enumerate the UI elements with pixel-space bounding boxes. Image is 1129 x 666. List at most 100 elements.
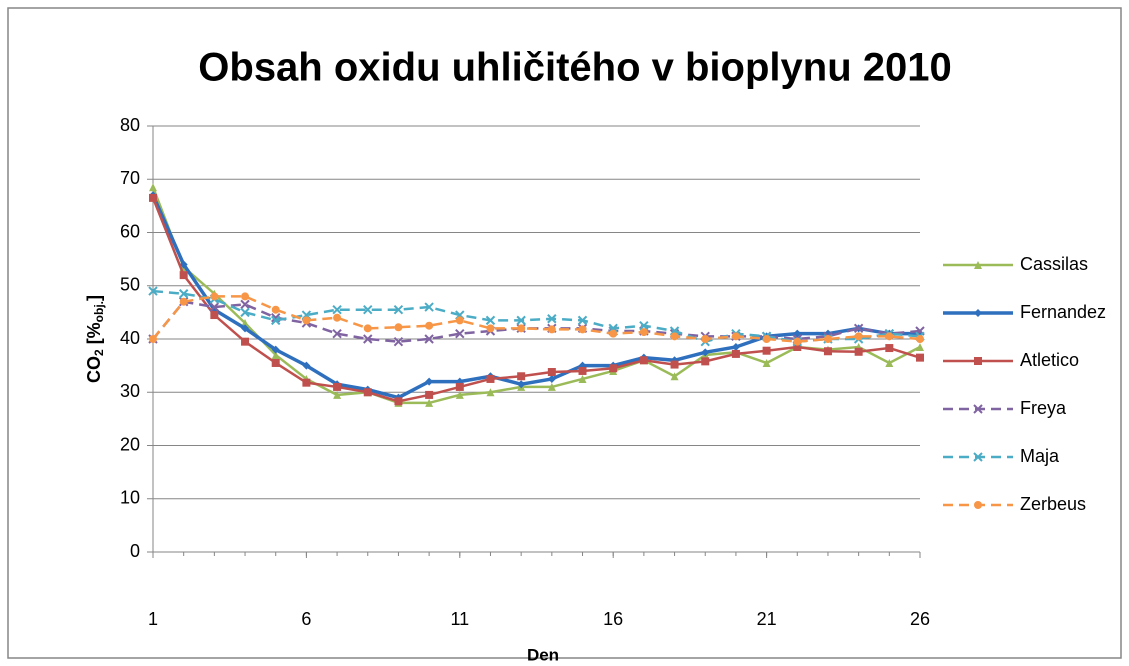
point (916, 335, 924, 343)
point (885, 358, 894, 367)
point (609, 329, 618, 338)
point (485, 315, 496, 326)
y-tick-label: 0 (130, 541, 140, 561)
point (885, 332, 894, 341)
series-line (151, 197, 921, 403)
point (455, 316, 464, 325)
point (333, 313, 342, 322)
point (578, 325, 587, 334)
y-label-sub: 2 (92, 349, 106, 356)
point (578, 374, 587, 383)
series-line (151, 186, 921, 405)
point (394, 323, 403, 332)
point (793, 337, 802, 346)
point (271, 345, 280, 354)
legend-marker (974, 309, 982, 317)
x-axis-label: Den (527, 645, 559, 664)
point (455, 328, 465, 339)
point (241, 292, 250, 301)
x-tick-label: 1 (148, 609, 158, 629)
legend-marker (974, 501, 982, 509)
y-tick-label: 20 (120, 434, 140, 454)
point (271, 350, 280, 359)
point (240, 299, 250, 310)
point (486, 374, 495, 383)
point (547, 374, 556, 383)
point (670, 360, 679, 369)
y-tick-label: 10 (120, 488, 140, 508)
series-line (152, 289, 921, 343)
point (609, 364, 618, 373)
point (578, 366, 587, 375)
point (363, 334, 373, 344)
point (731, 349, 740, 358)
point (547, 325, 556, 334)
point (517, 372, 526, 381)
point (854, 347, 863, 356)
y-label-part: ] (84, 295, 104, 301)
x-tick-label: 16 (603, 609, 623, 629)
y-tick-label: 80 (120, 115, 140, 135)
point (302, 378, 311, 387)
point (178, 289, 189, 299)
point (762, 335, 771, 343)
point (823, 347, 832, 356)
point (762, 346, 771, 355)
point (363, 324, 372, 333)
y-label-part: CO (84, 356, 104, 383)
legend-label: Maja (1020, 446, 1060, 466)
y-tick-label: 70 (120, 168, 140, 188)
legend-label: Fernandez (1020, 302, 1106, 322)
point (148, 286, 158, 296)
point (762, 358, 771, 367)
point (210, 311, 219, 320)
point (333, 390, 342, 399)
point (547, 368, 556, 377)
legend-label: Freya (1020, 398, 1067, 418)
point (455, 390, 464, 399)
point (302, 316, 311, 325)
point (486, 324, 495, 333)
point (332, 305, 342, 315)
point (547, 314, 557, 324)
point (209, 302, 220, 312)
y-tick-label: 40 (120, 328, 140, 348)
point (670, 332, 679, 341)
point (823, 335, 832, 343)
point (271, 315, 281, 326)
point (639, 328, 648, 337)
point (363, 305, 373, 315)
y-label-sub: obj. (92, 301, 106, 322)
y-tick-label: 50 (120, 275, 140, 295)
point (241, 337, 250, 346)
point (424, 334, 434, 344)
point (394, 397, 403, 406)
legend-marker (973, 452, 983, 462)
point (486, 388, 495, 397)
point (210, 292, 219, 301)
point (701, 335, 710, 343)
point (149, 183, 157, 192)
chart-border (7, 7, 1122, 659)
point (424, 302, 434, 312)
point (149, 193, 157, 202)
point (516, 315, 526, 326)
point (425, 321, 434, 330)
point (455, 382, 464, 391)
point (425, 398, 434, 407)
point (179, 260, 188, 269)
point (547, 382, 556, 391)
point (639, 356, 648, 365)
point (271, 358, 280, 367)
y-axis-label: CO2 [%obj.] (84, 295, 106, 383)
point (517, 324, 526, 333)
point (701, 357, 710, 366)
point (731, 342, 740, 351)
point (363, 388, 372, 397)
point (393, 336, 404, 347)
point (916, 342, 924, 351)
point (149, 335, 157, 343)
legend-label: Zerbeus (1020, 494, 1086, 514)
point (425, 390, 434, 399)
